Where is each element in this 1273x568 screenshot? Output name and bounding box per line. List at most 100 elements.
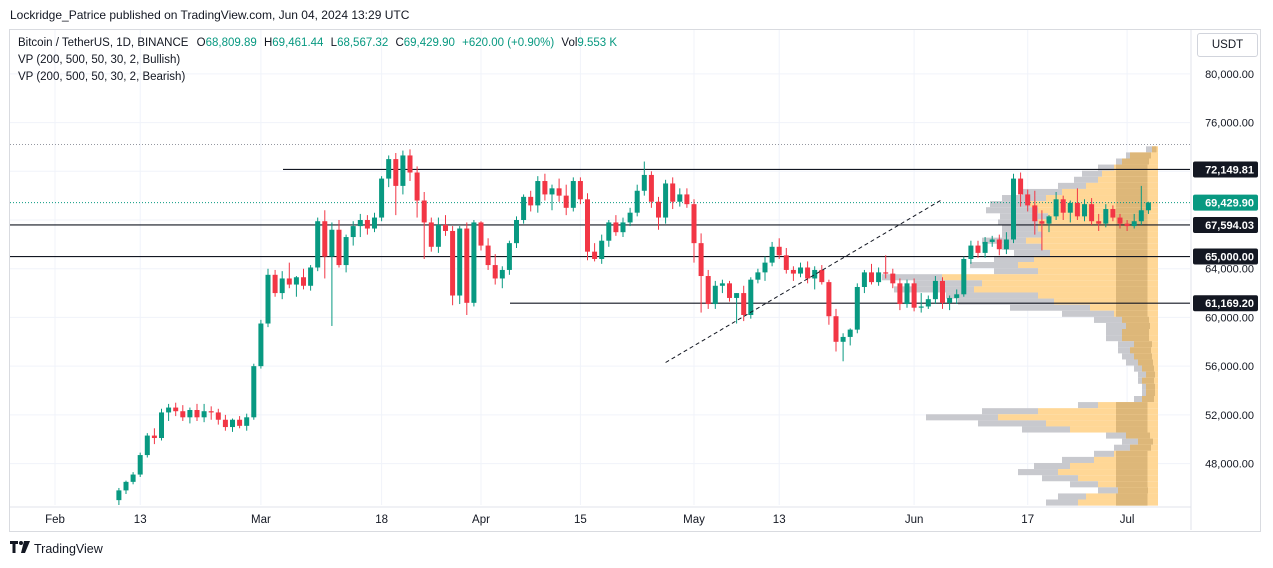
candle-body — [876, 272, 882, 283]
y-tick-label: 76,000.00 — [1205, 118, 1254, 130]
vp-bar-value-area — [1116, 450, 1148, 457]
level-badge — [1193, 248, 1258, 265]
vp-bar-bearish — [1106, 329, 1122, 336]
candle-body — [613, 222, 619, 233]
indicator-bearish[interactable]: VP (200, 500, 50, 30, 2, Bearish) — [18, 71, 186, 83]
vp-bar-value-area — [1122, 158, 1149, 165]
vp-bar-value-area — [1130, 152, 1151, 159]
candle-body — [173, 407, 179, 412]
vp-bar-bullish — [1038, 408, 1158, 415]
vp-bar-bearish — [1126, 359, 1138, 366]
vp-bar-bearish — [990, 201, 1030, 208]
candle-body — [464, 228, 470, 303]
tradingview-logo-icon[interactable] — [10, 541, 30, 556]
symbol-label[interactable]: Bitcoin / TetherUS, 1D, BINANCE — [18, 37, 189, 49]
vp-bar-bullish — [1038, 292, 1158, 299]
vp-bar-value-area — [1122, 335, 1149, 342]
candle-body — [485, 245, 491, 266]
volume-value: 9.553 K — [577, 37, 618, 49]
vp-bar-bullish — [942, 274, 1158, 281]
candle-body — [1110, 209, 1116, 218]
indicator-bullish[interactable]: VP (200, 500, 50, 30, 2, Bullish) — [18, 54, 181, 66]
x-tick-label: May — [683, 514, 705, 526]
vp-bar-value-area — [1116, 414, 1148, 421]
vp-bar-bearish — [1106, 322, 1126, 330]
candle-body — [1025, 194, 1031, 206]
vp-bar-value-area — [1116, 176, 1148, 183]
vp-bar-bearish — [994, 255, 1034, 263]
candle-body — [144, 435, 150, 456]
candle-body — [535, 181, 541, 206]
candle-body — [1089, 204, 1095, 222]
vp-bar-value-area — [1116, 255, 1148, 263]
change-value: +620.00 (+0.90%) — [462, 37, 555, 49]
candle-body — [677, 194, 683, 202]
y-tick-label: 60,000.00 — [1205, 312, 1254, 324]
candle-body — [968, 245, 974, 259]
candle-body — [187, 410, 193, 418]
candle-body — [634, 190, 640, 213]
candle-body — [663, 183, 669, 218]
candle-body — [698, 243, 704, 277]
vp-bar-value-area — [1116, 408, 1148, 415]
candle-body — [954, 294, 960, 298]
candle-body — [364, 220, 370, 229]
candle-body — [1103, 209, 1109, 224]
candle-body — [499, 269, 505, 279]
candle-body — [869, 272, 874, 283]
chart-frame — [9, 29, 1261, 532]
candle-body — [592, 251, 598, 259]
footer-brand[interactable]: TradingView — [34, 541, 103, 556]
level-badge-label: 65,000.00 — [1205, 252, 1254, 264]
vp-bar-bearish — [982, 408, 1038, 415]
currency-button[interactable]: USDT — [1197, 33, 1258, 57]
candle-body — [450, 230, 456, 296]
candle-body — [798, 267, 803, 274]
x-tick-label: 17 — [1021, 514, 1034, 526]
vp-bar-bearish — [1046, 499, 1078, 506]
candle-body — [620, 222, 626, 233]
vp-bar-value-area — [1116, 456, 1148, 463]
vp-bar-bearish — [1098, 164, 1114, 171]
vp-bar-bullish — [1038, 207, 1158, 214]
vp-bar-value-area — [1116, 170, 1148, 177]
candle-body — [379, 178, 385, 218]
vp-bar-value-area — [1146, 383, 1155, 390]
candle-body — [585, 199, 590, 252]
candle-body — [577, 181, 583, 200]
candle-body — [521, 196, 527, 220]
candle-body — [478, 222, 484, 246]
open-value: 68,809.89 — [205, 37, 257, 49]
candle-body — [1003, 239, 1009, 250]
candle-body — [1018, 178, 1024, 195]
candle-body — [230, 419, 235, 428]
vp-bar-bearish — [1062, 310, 1114, 317]
candle-body — [130, 474, 136, 482]
vp-bar-value-area — [1134, 353, 1152, 360]
candle-body — [570, 181, 576, 208]
high-value: 69,461.44 — [272, 37, 324, 49]
candle-body — [890, 273, 896, 284]
candle-body — [492, 265, 498, 279]
vp-bar-value-area — [1116, 274, 1148, 281]
candle-body — [1074, 202, 1080, 217]
vp-bar-bearish — [1002, 243, 1042, 250]
candle-body — [372, 217, 377, 229]
candle-body — [357, 220, 363, 227]
y-tick-label: 64,000.00 — [1205, 264, 1254, 276]
candle-body — [293, 277, 299, 285]
candle-body — [265, 274, 271, 324]
candle-body — [258, 323, 264, 367]
candle-body — [506, 243, 512, 270]
candle-body — [1096, 221, 1102, 224]
open-label: O — [196, 37, 206, 49]
vp-bar-value-area — [1116, 286, 1148, 293]
vp-bar-value-area — [1118, 487, 1148, 494]
vp-bar-bullish — [1018, 262, 1158, 269]
vp-bar-bullish — [1058, 469, 1158, 476]
candle-body — [457, 228, 463, 296]
x-tick-label: Feb — [45, 514, 65, 526]
level-badge-label: 67,594.03 — [1205, 220, 1254, 232]
candle-body — [471, 222, 477, 303]
